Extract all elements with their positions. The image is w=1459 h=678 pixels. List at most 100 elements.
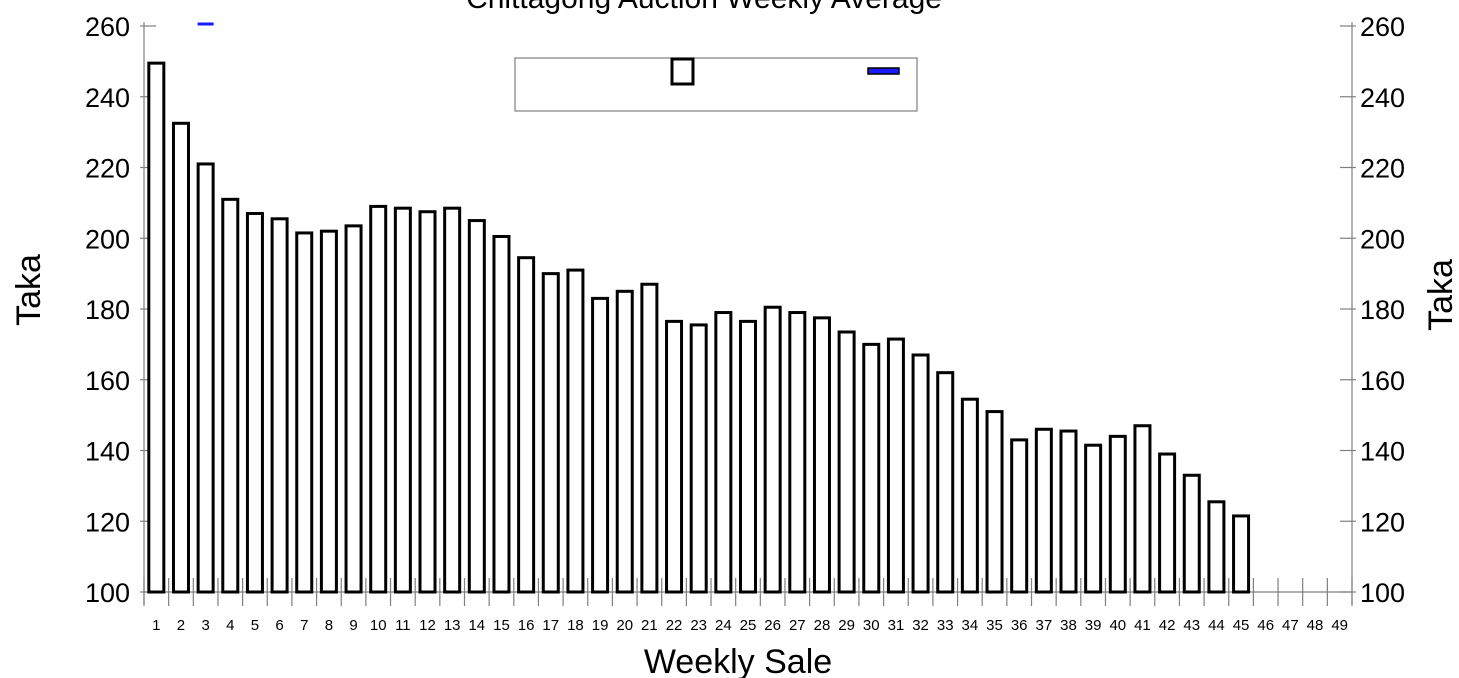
x-tick-label: 44: [1208, 617, 1225, 634]
bar: [566, 268, 585, 594]
x-tick-label: 3: [201, 617, 209, 634]
x-tick-label: 14: [468, 617, 485, 634]
bar: [862, 342, 881, 594]
x-tick-label: 12: [419, 617, 436, 634]
bar: [1232, 514, 1251, 594]
x-tick-label: 1: [152, 617, 160, 634]
bar: [295, 231, 314, 594]
x-tick-label: 49: [1331, 617, 1348, 634]
bar: [221, 197, 240, 594]
bar: [369, 204, 388, 594]
bar: [1059, 429, 1078, 594]
bar: [640, 282, 659, 594]
bar: [147, 61, 166, 594]
bar: [245, 211, 264, 594]
chart-title: Chittagong Auction Weekly Average: [466, 0, 942, 15]
y-tick-label-right: 160: [1360, 366, 1405, 396]
x-tick-label: 46: [1257, 617, 1274, 634]
x-tick-label: 11: [395, 617, 411, 634]
y-tick-label-right: 200: [1360, 224, 1405, 254]
bar-series: [147, 61, 1251, 594]
y-tick-label-right: 140: [1360, 437, 1405, 467]
bar: [689, 323, 708, 594]
y-tick-label-right: 100: [1360, 578, 1405, 608]
bar: [837, 330, 856, 594]
x-tick-label: 28: [814, 617, 831, 634]
x-tick-label: 42: [1159, 617, 1176, 634]
bar: [960, 397, 979, 594]
x-tick-label: 4: [226, 617, 234, 634]
legend-swatch-bar: [670, 57, 695, 86]
x-tick-label: 32: [912, 617, 929, 634]
bar: [1133, 424, 1152, 594]
bar: [763, 305, 782, 594]
y-tick-label-left: 220: [85, 154, 130, 184]
bar: [886, 337, 905, 594]
y-tick-label-right: 240: [1360, 83, 1405, 113]
bar: [517, 256, 536, 594]
legend-swatch-line: [867, 67, 900, 75]
x-tick-label: 31: [888, 617, 905, 634]
y-tick-label-left: 160: [85, 366, 130, 396]
x-tick-label: 16: [518, 617, 535, 634]
x-tick-label: 8: [325, 617, 333, 634]
y-tick-label-left: 200: [85, 224, 130, 254]
x-tick-label: 20: [616, 617, 633, 634]
bar: [788, 311, 807, 594]
x-tick-label: 41: [1134, 617, 1151, 634]
bar: [911, 353, 930, 594]
x-tick-label: 15: [493, 617, 510, 634]
x-tick-label: 13: [444, 617, 461, 634]
x-tick-label: 5: [251, 617, 259, 634]
y-tick-label-left: 120: [85, 507, 130, 537]
bar: [1182, 473, 1201, 594]
bar: [1010, 438, 1029, 594]
x-tick-label: 38: [1060, 617, 1077, 634]
bar: [443, 206, 462, 594]
x-tick-label: 22: [666, 617, 683, 634]
bar: [665, 319, 684, 594]
x-tick-label: 18: [567, 617, 584, 634]
bar: [393, 206, 412, 594]
x-tick-label: 19: [592, 617, 609, 634]
bar: [319, 229, 338, 594]
x-tick-label: 48: [1307, 617, 1324, 634]
bar: [492, 234, 511, 594]
x-tick-label: 25: [740, 617, 757, 634]
bar: [418, 210, 437, 594]
bar: [270, 217, 289, 594]
bar: [541, 272, 560, 594]
x-tick-label: 33: [937, 617, 954, 634]
x-tick-label: 37: [1035, 617, 1052, 634]
x-tick-label: 39: [1085, 617, 1102, 634]
bar: [1034, 427, 1053, 594]
x-tick-label: 2: [177, 617, 185, 634]
legend: [514, 57, 918, 112]
x-tick-label: 23: [690, 617, 707, 634]
x-tick-label: 17: [542, 617, 559, 634]
x-tick-label: 40: [1109, 617, 1126, 634]
bar: [985, 410, 1004, 594]
x-tick-label: 45: [1233, 617, 1250, 634]
x-tick-label: 10: [370, 617, 387, 634]
x-tick-label: 6: [275, 617, 283, 634]
bar: [936, 371, 955, 594]
bar: [1084, 443, 1103, 594]
y-axis-title-left: Taka: [10, 254, 48, 326]
bar: [1158, 452, 1177, 594]
y-tick-label-left: 180: [85, 295, 130, 325]
y-tick-label-left: 140: [85, 437, 130, 467]
x-tick-label: 29: [838, 617, 855, 634]
x-tick-label: 47: [1282, 617, 1299, 634]
x-tick-label: 21: [641, 617, 658, 634]
x-tick-label: 9: [349, 617, 357, 634]
bar: [591, 296, 610, 594]
y-axis-title-right: Taka: [1422, 259, 1459, 331]
y-tick-label-right: 220: [1360, 154, 1405, 184]
y-tick-label-right: 260: [1360, 12, 1405, 42]
bar: [714, 311, 733, 594]
x-tick-label: 36: [1011, 617, 1028, 634]
y-tick-label-right: 120: [1360, 507, 1405, 537]
